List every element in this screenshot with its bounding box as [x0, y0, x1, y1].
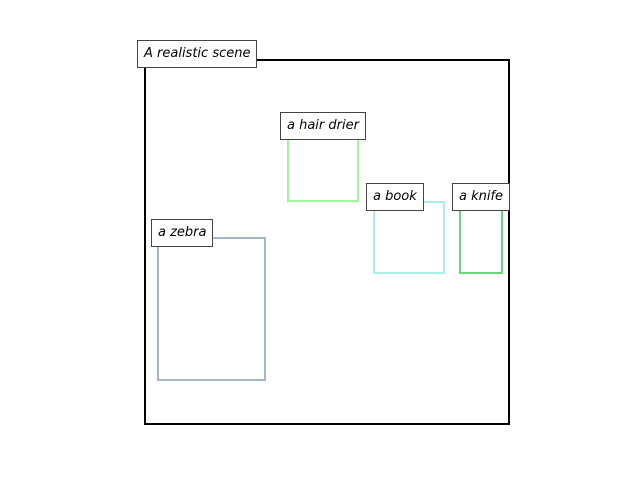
scene-frame: [144, 59, 510, 425]
scene-title-label: A realistic scene: [137, 40, 258, 68]
zebra-box: [157, 237, 266, 381]
knife-label: a knife: [452, 183, 511, 211]
hair-drier-label: a hair drier: [280, 112, 366, 140]
book-box: [373, 201, 445, 274]
knife-box: [459, 201, 503, 274]
book-label: a book: [366, 183, 424, 211]
zebra-label: a zebra: [151, 219, 214, 247]
